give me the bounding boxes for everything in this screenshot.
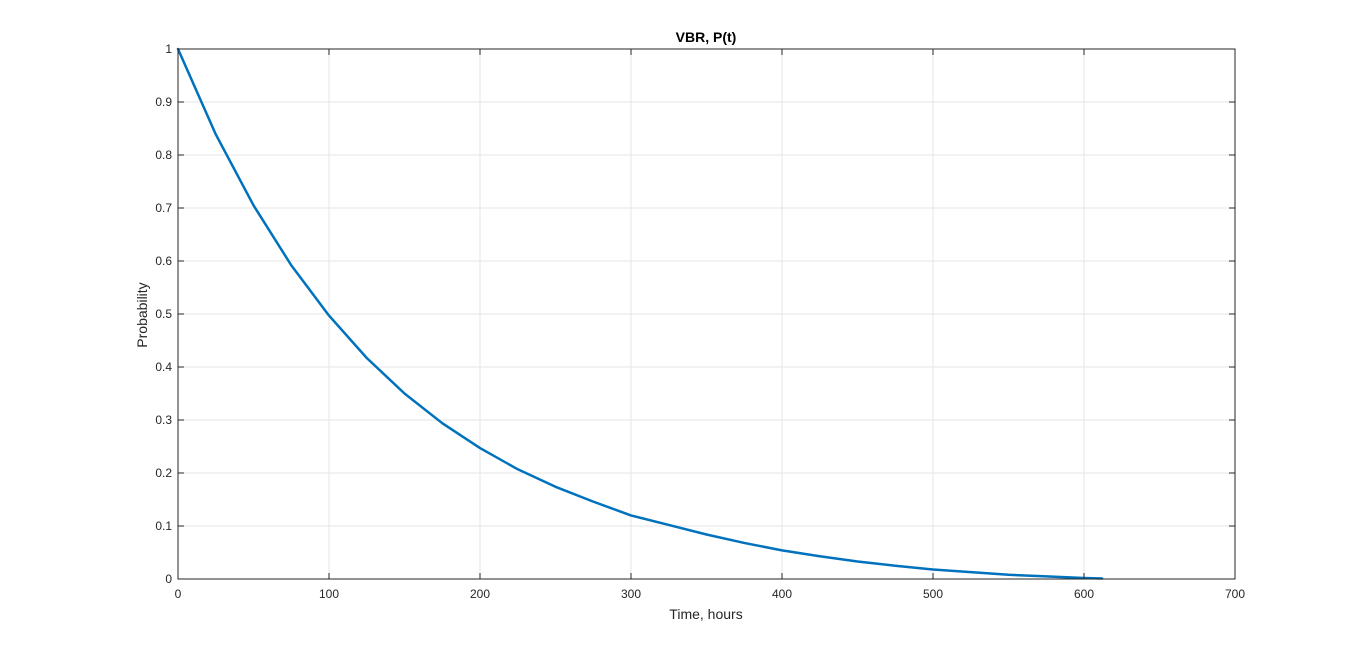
y-axis-label: Probability bbox=[134, 282, 150, 347]
y-tick-label: 0.5 bbox=[155, 307, 172, 321]
x-tick-labels: 0 100 200 300 400 500 600 700 bbox=[175, 587, 1246, 601]
plot-series bbox=[176, 47, 1104, 580]
y-tick-label: 0.8 bbox=[155, 148, 172, 162]
chart-title: VBR, P(t) bbox=[676, 29, 737, 45]
y-tick-label: 0.4 bbox=[155, 360, 172, 374]
x-tick-label: 400 bbox=[772, 587, 792, 601]
x-tick-label: 0 bbox=[175, 587, 182, 601]
y-tick-label: 0.9 bbox=[155, 95, 172, 109]
x-tick-label: 500 bbox=[923, 587, 943, 601]
tick-marks bbox=[177, 48, 1236, 580]
y-tick-label: 0.1 bbox=[155, 519, 172, 533]
y-tick-label: 0.3 bbox=[155, 413, 172, 427]
x-tick-label: 100 bbox=[319, 587, 339, 601]
x-tick-label: 600 bbox=[1074, 587, 1094, 601]
x-tick-label: 200 bbox=[470, 587, 490, 601]
x-axis-label: Time, hours bbox=[669, 606, 742, 622]
x-tick-label: 300 bbox=[621, 587, 641, 601]
y-tick-label: 0.6 bbox=[155, 254, 172, 268]
x-tick-label: 700 bbox=[1225, 587, 1245, 601]
y-tick-labels: 0 0.1 0.2 0.3 0.4 0.5 0.6 0.7 0.8 0.9 1 bbox=[155, 42, 172, 586]
y-tick-label: 0 bbox=[165, 572, 172, 586]
grid-lines bbox=[178, 49, 1235, 579]
series-line bbox=[176, 47, 1104, 580]
y-tick-label: 0.7 bbox=[155, 201, 172, 215]
y-tick-label: 0.2 bbox=[155, 466, 172, 480]
y-tick-label: 1 bbox=[165, 42, 172, 56]
